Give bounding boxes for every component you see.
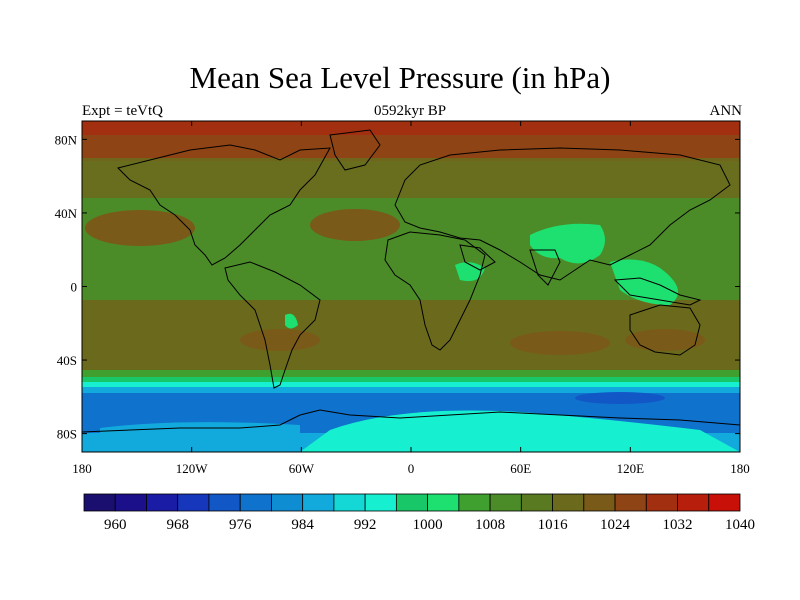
latitude-axis: 80N 40N 0 40S 80S	[55, 132, 740, 442]
lon-tick-label: 60E	[510, 461, 531, 476]
colorbar-swatch	[489, 493, 522, 512]
colorbar-tick-label: 992	[354, 517, 377, 533]
colorbar-tick-label: 1024	[600, 517, 631, 533]
colorbar-swatch	[208, 493, 241, 512]
lat-tick-label: 80N	[55, 132, 78, 147]
antarctica-coast	[82, 409, 740, 433]
colorbar-tick-label: 968	[166, 517, 189, 533]
asian-low-contour	[530, 223, 605, 264]
longitude-axis: 180 120W 60W 0 60E 120E 180	[72, 121, 750, 476]
colorbar-tick-label: 1000	[413, 517, 443, 533]
colorbar-swatch	[677, 493, 710, 512]
colorbar-swatch	[395, 493, 429, 512]
azores-high-contour	[310, 209, 400, 241]
pacific-high-contour	[85, 210, 195, 246]
colorbar-swatch	[552, 493, 585, 512]
colorbar-swatch	[333, 493, 366, 512]
colorbar-swatch	[271, 493, 304, 512]
experiment-label: Expt = teVtQ	[82, 103, 163, 119]
colorbar-swatch	[364, 493, 397, 512]
south-america-coast	[224, 261, 321, 389]
colorbar-swatch	[458, 493, 491, 512]
colorbar-swatch	[177, 493, 210, 512]
colorbar-swatch	[614, 493, 647, 512]
colorbar	[83, 493, 741, 512]
lon-tick-label: 0	[408, 461, 415, 476]
africa-coast	[384, 231, 486, 351]
eurasia-coast	[394, 147, 731, 281]
colorbar-swatch	[114, 493, 147, 512]
colorbar-tick-label: 984	[291, 517, 314, 533]
colorbar-labels: 960 968 976 984 992 1000 1008 1016 1024 1032 1040	[104, 517, 755, 533]
colorbar-tick-label: 1008	[475, 517, 505, 533]
pressure-field	[82, 121, 740, 452]
lon-tick-label: 180	[72, 461, 92, 476]
colorbar-tick-label: 1032	[663, 517, 693, 533]
australia-coast	[629, 304, 701, 356]
colorbar-swatch	[302, 493, 335, 512]
greenland-coast	[329, 129, 381, 171]
lon-tick-label: 120W	[176, 461, 209, 476]
lat-tick-label: 40N	[55, 206, 78, 221]
colorbar-tick-label: 960	[104, 517, 127, 533]
colorbar-swatch	[520, 493, 553, 512]
season-label: ANN	[709, 103, 743, 119]
colorbar-swatch	[146, 493, 179, 512]
colorbar-swatch	[645, 493, 678, 512]
lat-tick-label: 0	[71, 280, 78, 295]
colorbar-tick-label: 1016	[538, 517, 569, 533]
colorbar-tick-label: 976	[229, 517, 252, 533]
lat-tick-label: 40S	[57, 353, 77, 368]
lon-tick-label: 60W	[289, 461, 315, 476]
colorbar-tick-label: 1040	[725, 517, 755, 533]
colorbar-swatch	[239, 493, 272, 512]
time-label: 0592kyr BP	[373, 103, 447, 119]
colorbar-swatch	[708, 493, 741, 512]
page-title: Mean Sea Level Pressure (in hPa)	[189, 60, 611, 95]
colorbar-swatch	[583, 493, 616, 512]
coastlines	[82, 129, 740, 433]
lon-tick-label: 180	[730, 461, 750, 476]
north-america-coast	[117, 144, 331, 266]
lon-tick-label: 120E	[617, 461, 645, 476]
colorbar-swatch	[83, 493, 116, 512]
colorbar-swatch	[427, 493, 460, 512]
lat-tick-label: 80S	[57, 427, 77, 442]
